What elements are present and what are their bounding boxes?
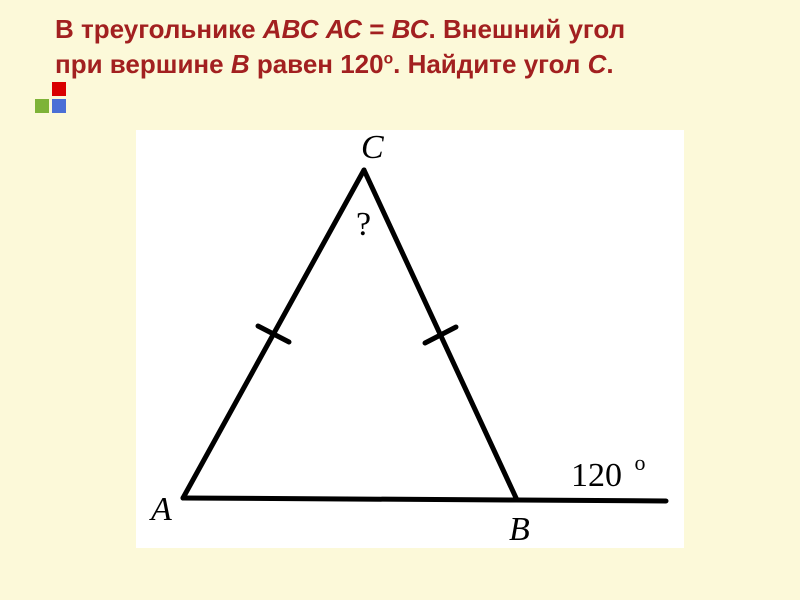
slide-title: В треугольнике АВС АС = ВС. Внешний угол… [55, 12, 765, 82]
t6: при вершине [55, 49, 231, 79]
label-ext-angle: 120 o [571, 450, 646, 494]
triangle-figure: C A B ? 120 o [136, 130, 684, 548]
label-c: C [361, 130, 384, 166]
t10: . Найдите угол [393, 49, 588, 79]
t12: . [606, 49, 613, 79]
t11: С [588, 49, 607, 79]
t5: . Внешний угол [429, 14, 626, 44]
t8: равен 120 [250, 49, 384, 79]
side-ab [183, 498, 517, 500]
t7: В [231, 49, 250, 79]
t3: = [362, 14, 392, 44]
t9: о [384, 50, 394, 67]
ext-angle-deg: o [635, 450, 646, 475]
accent-square-1 [52, 82, 66, 96]
ext-angle-num: 120 [571, 457, 622, 494]
accent-square-2 [35, 99, 49, 113]
heading-line1: В треугольнике АВС АС = ВС. Внешний угол [55, 14, 625, 44]
heading-line2: при вершине В равен 120о. Найдите угол С… [55, 49, 614, 79]
tick-ac [258, 326, 289, 342]
label-b: B [509, 511, 530, 548]
label-question: ? [356, 206, 371, 243]
triangle-svg: C A B ? 120 o [136, 130, 684, 548]
t2: АВС АС [263, 14, 362, 44]
t4: ВС [392, 14, 429, 44]
t1: В треугольнике [55, 14, 263, 44]
corner-accent [35, 82, 71, 123]
accent-square-3 [52, 99, 66, 113]
label-a: A [149, 491, 172, 528]
extension-line [517, 500, 666, 501]
